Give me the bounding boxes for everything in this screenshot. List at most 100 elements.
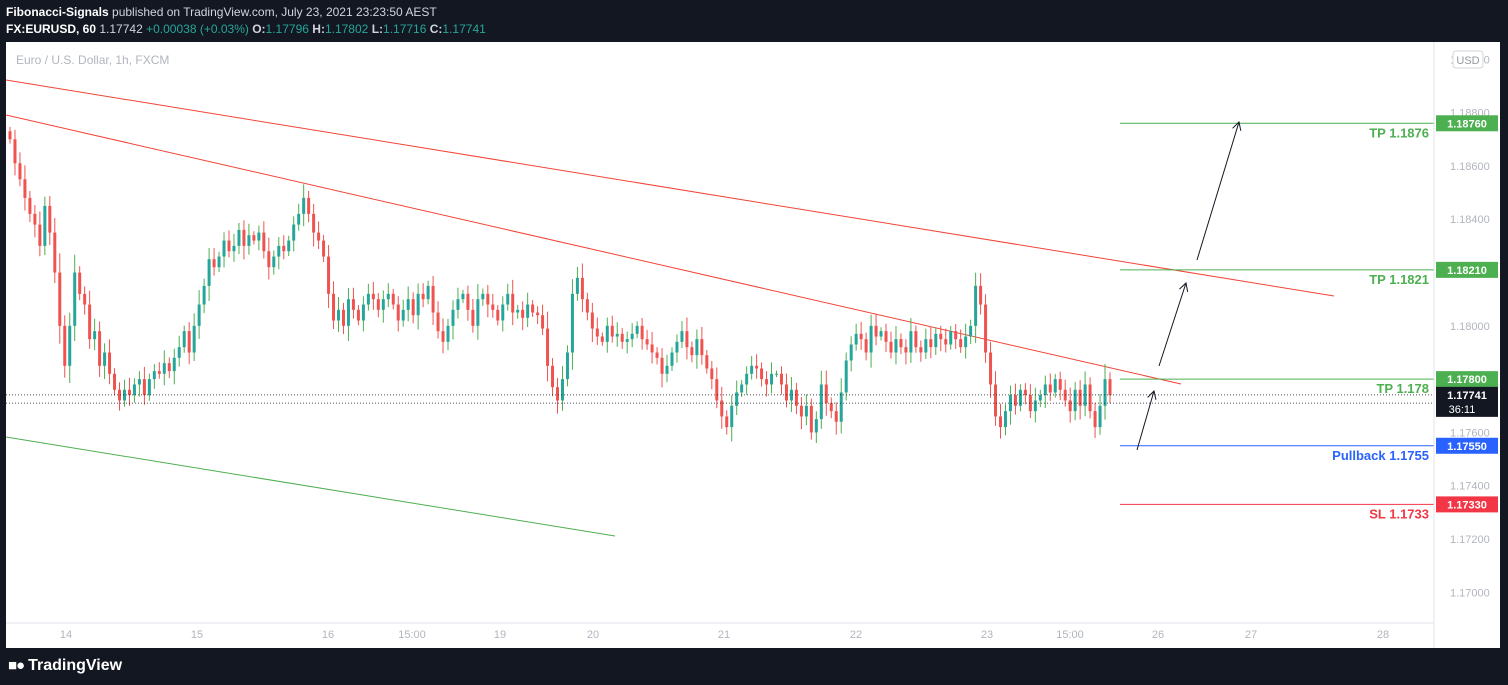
candle-body: [590, 312, 594, 329]
candle-body: [834, 411, 838, 422]
currency-box[interactable]: [1452, 50, 1484, 69]
level-label: TP 1.1876: [1369, 125, 1429, 140]
candle-body: [312, 213, 316, 233]
candle-body: [33, 213, 37, 225]
price-axis[interactable]: 1.17000 1.17200 1.17400 1.17600 1.17800 1.180…: [1433, 42, 1500, 648]
close-value: 1.17741: [442, 22, 486, 36]
candle-body: [934, 333, 938, 348]
projection-arrow[interactable]: [1196, 121, 1240, 261]
candle-body: [297, 213, 301, 225]
chart-legend: Euro / U.S. Dollar, 1h, FXCM: [16, 53, 169, 67]
candle-body: [242, 229, 246, 246]
candle-body: [152, 371, 156, 380]
candle-body: [1033, 400, 1037, 412]
last-price: 1.17742: [99, 22, 143, 36]
level-tag: [1436, 437, 1498, 454]
countdown-text: 36:11: [1449, 404, 1476, 416]
candle-body: [695, 339, 699, 356]
candle-body: [38, 224, 42, 246]
author-name[interactable]: Fibonacci-Signals: [6, 5, 109, 19]
publish-info: Fibonacci-Signals published on TradingVi…: [6, 5, 437, 19]
candle-body: [685, 331, 689, 348]
candle-body: [954, 331, 958, 340]
candle-body: [949, 331, 953, 345]
candle-body: [466, 293, 470, 310]
change: +0.00038 (+0.03%): [146, 22, 249, 36]
candle-body: [521, 309, 525, 318]
candle-body: [994, 384, 998, 417]
price-tick: 1.17000: [1450, 587, 1490, 599]
candle-body: [187, 331, 191, 353]
level-tag: [1436, 496, 1498, 513]
candle-body: [1108, 379, 1112, 396]
candle-body: [1088, 384, 1092, 412]
candle-body: [770, 373, 774, 385]
upper-trendline[interactable]: [6, 79, 1335, 297]
candle-body: [600, 336, 604, 342]
price-tick: 1.17200: [1450, 534, 1490, 546]
candle-body: [167, 363, 171, 372]
candle-body: [889, 341, 893, 353]
candle-body: [655, 352, 659, 358]
candle-body: [650, 344, 654, 353]
currency-label: USD: [1456, 55, 1479, 67]
price-tick: 1.18600: [1450, 161, 1490, 173]
time-tick: 27: [1245, 629, 1257, 641]
projection-arrow[interactable]: [1158, 282, 1187, 367]
tradingview-logo[interactable]: ■● TradingView: [8, 657, 122, 675]
symbol[interactable]: FX:EURUSD, 60: [6, 22, 97, 36]
candle-body: [63, 325, 67, 366]
candle-body: [506, 293, 510, 305]
candle-body: [157, 371, 161, 374]
candle-body: [182, 331, 186, 348]
publish-text: published on TradingView.com, July 23, 2…: [112, 5, 437, 19]
candle-body: [899, 339, 903, 348]
time-tick: 20: [587, 629, 599, 641]
time-tick: 15:00: [398, 629, 426, 641]
close-key: C:: [429, 22, 443, 36]
candle-body: [252, 235, 256, 241]
candle-body: [441, 331, 445, 342]
candle-body: [142, 379, 146, 396]
low-key: L:: [371, 22, 384, 36]
tv-logo-icon: ■●: [8, 657, 25, 674]
candle-body: [446, 325, 450, 342]
candle-body: [262, 232, 266, 252]
candle-body: [137, 379, 141, 385]
candle-body: [670, 352, 674, 366]
candle-body: [217, 256, 221, 268]
time-tick: 23: [981, 629, 993, 641]
current-price-text: 1.17741: [1447, 390, 1487, 402]
candle-body: [705, 355, 709, 369]
price-axis-bg[interactable]: [1434, 42, 1500, 648]
candle-body: [451, 309, 455, 326]
candle-body: [237, 229, 241, 246]
candle-body: [939, 333, 943, 340]
time-axis[interactable]: 14 15 16 15:00 19 20 21 22 23 15:00 26 27 28: [6, 622, 1434, 641]
candle-body: [396, 304, 400, 321]
candle-body: [456, 299, 460, 310]
projection-arrow[interactable]: [1136, 390, 1155, 451]
candle-body: [595, 328, 599, 337]
price-tick: 1.18400: [1450, 214, 1490, 226]
candle-body: [98, 331, 102, 366]
candle-body: [760, 368, 764, 380]
candle-body: [1018, 389, 1022, 406]
candle-body: [122, 389, 126, 401]
candle-body: [1078, 389, 1082, 406]
candle-body: [401, 309, 405, 321]
candle-body: [879, 331, 883, 337]
candle-body: [615, 333, 619, 337]
candle-body: [232, 245, 236, 252]
candle-body: [700, 339, 704, 356]
candle-body: [292, 224, 296, 241]
candle-body: [317, 232, 321, 241]
time-tick: 22: [850, 629, 862, 641]
candle-body: [565, 352, 569, 380]
chart-panel[interactable]: TP 1.1876 TP 1.1821 TP 1.178 Pullback 1.175…: [6, 42, 1500, 648]
candle-body: [1068, 400, 1072, 412]
candle-body: [829, 403, 833, 412]
lower-trendline[interactable]: [6, 114, 1182, 385]
channel-line[interactable]: [6, 436, 616, 537]
chart-svg[interactable]: TP 1.1876 TP 1.1821 TP 1.178 Pullback 1.175…: [6, 42, 1500, 648]
